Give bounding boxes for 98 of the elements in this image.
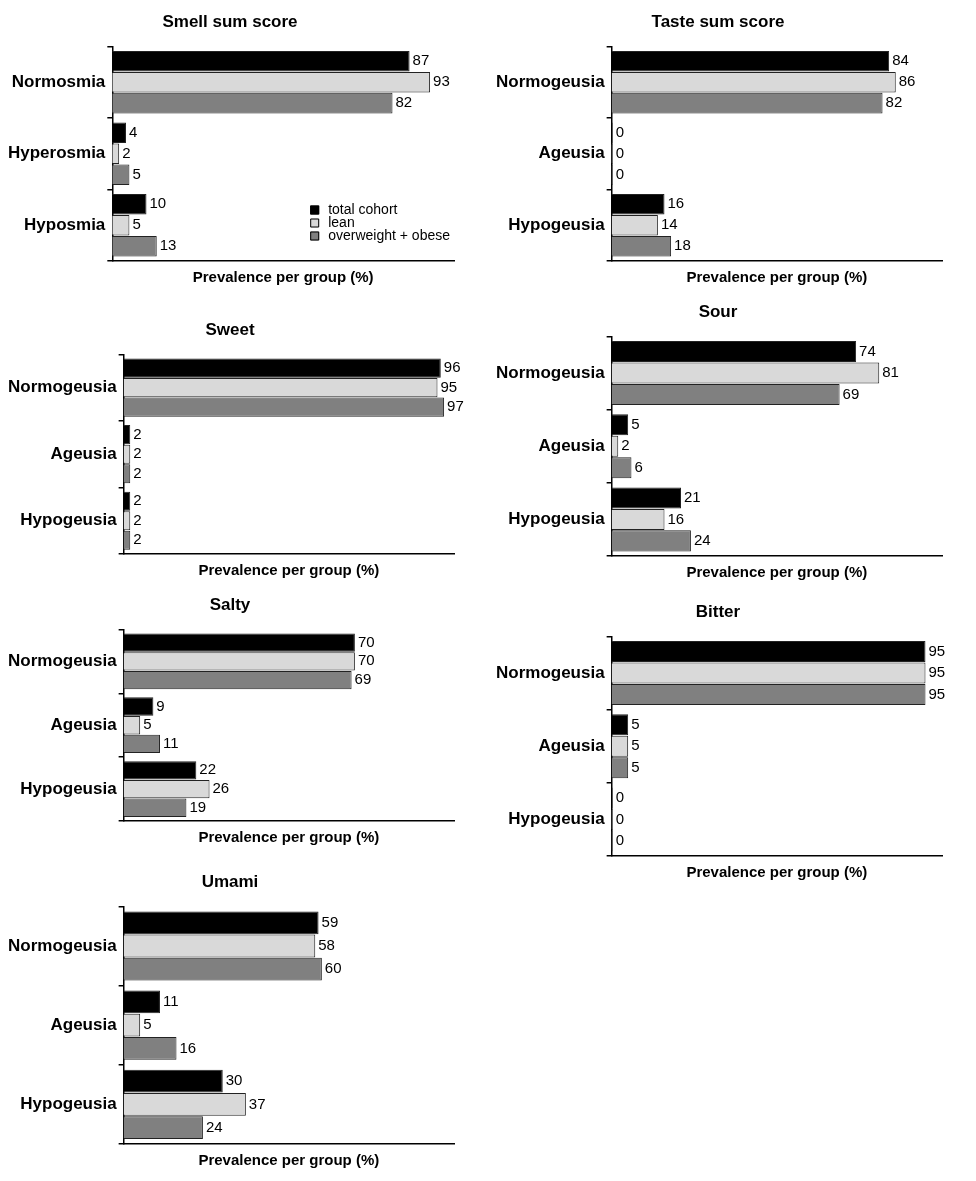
data-label: 2 — [621, 436, 630, 454]
chart-title: Umami — [201, 871, 259, 891]
chart-title: Taste sum score — [651, 11, 785, 31]
data-label: 82 — [885, 93, 903, 111]
data-label: 82 — [395, 93, 413, 111]
y-tick-label: Normogeusia — [495, 362, 606, 382]
data-label: 24 — [205, 1117, 223, 1135]
y-tick-label: Hypogeusia — [20, 778, 118, 798]
chart-title: Sweet — [205, 319, 255, 339]
data-label: 5 — [143, 715, 152, 733]
data-label: 96 — [443, 358, 461, 376]
data-label: 5 — [631, 736, 640, 754]
data-label: 5 — [631, 757, 640, 775]
y-tick-label: Ageusia — [50, 443, 118, 463]
data-label: 74 — [859, 341, 876, 359]
data-label: 95 — [928, 641, 946, 659]
data-label: 9 — [156, 696, 165, 714]
data-label: 21 — [684, 488, 701, 506]
data-label: 16 — [667, 194, 685, 212]
y-tick-label: Hypogeusia — [20, 510, 118, 530]
data-label: 58 — [318, 936, 335, 954]
data-label: 4 — [128, 122, 138, 140]
data-label: 5 — [143, 1015, 152, 1033]
y-tick-label: Hypogeusia — [20, 1094, 118, 1114]
y-tick-label: Normogeusia — [7, 651, 118, 671]
data-label: 14 — [660, 215, 678, 233]
data-label: 0 — [615, 164, 624, 182]
y-tick-label: Hyposmia — [24, 214, 106, 234]
data-label: 84 — [892, 51, 909, 69]
x-axis-title: Prevalence per group (%) — [686, 863, 868, 881]
data-label: 81 — [882, 363, 899, 381]
data-label: 5 — [132, 215, 141, 233]
data-label: 95 — [928, 663, 946, 681]
data-label: 87 — [412, 51, 430, 69]
data-label: 5 — [631, 714, 640, 732]
data-label: 6 — [634, 457, 643, 475]
data-label: 0 — [615, 809, 624, 827]
data-label: 13 — [159, 236, 177, 254]
y-tick-label: Ageusia — [50, 714, 118, 734]
data-label: 69 — [354, 670, 372, 688]
data-label: 2 — [133, 444, 142, 462]
data-label: 2 — [133, 491, 142, 509]
data-label: 26 — [212, 779, 230, 797]
data-label: 2 — [133, 463, 142, 481]
data-label: 19 — [189, 797, 207, 815]
y-tick-label: Ageusia — [538, 735, 606, 755]
data-label: 97 — [447, 397, 464, 415]
data-label: 37 — [248, 1094, 266, 1112]
data-label: 24 — [693, 531, 711, 549]
y-tick-label: Hypogeusia — [508, 809, 606, 829]
y-tick-label: Normogeusia — [495, 71, 606, 91]
data-label: 2 — [122, 143, 131, 161]
data-label: 95 — [440, 377, 458, 395]
data-label: 10 — [149, 194, 167, 212]
data-label: 95 — [928, 684, 946, 702]
data-label: 11 — [162, 734, 179, 752]
y-tick-label: Hypogeusia — [508, 509, 606, 529]
chart-title: Bitter — [695, 601, 741, 621]
x-axis-title: Prevalence per group (%) — [686, 268, 868, 286]
y-tick-label: Hyperosmia — [7, 143, 106, 163]
y-tick-label: Hypogeusia — [508, 214, 606, 234]
chart-title: Smell sum score — [162, 11, 298, 31]
chart-title: Sour — [698, 301, 738, 321]
y-tick-label: Ageusia — [50, 1014, 118, 1034]
data-label: 0 — [615, 831, 624, 849]
data-label: 18 — [674, 236, 691, 254]
chart-title: Salty — [209, 594, 251, 614]
data-label: 2 — [133, 530, 142, 548]
data-label: 70 — [357, 632, 375, 650]
y-tick-label: Normogeusia — [495, 662, 606, 682]
y-tick-label: Ageusia — [538, 435, 606, 455]
data-label: 60 — [324, 959, 342, 977]
data-label: 16 — [179, 1038, 197, 1056]
data-label: 0 — [615, 788, 624, 806]
y-tick-label: Normogeusia — [7, 935, 118, 955]
data-label: 70 — [357, 651, 375, 669]
data-label: 0 — [615, 143, 624, 161]
y-tick-label: Normosmia — [11, 71, 106, 91]
data-label: 22 — [199, 760, 216, 778]
x-axis-title: Prevalence per group (%) — [198, 828, 380, 846]
data-label: 11 — [162, 992, 179, 1010]
x-axis-title: Prevalence per group (%) — [198, 561, 380, 579]
data-label: 2 — [133, 424, 142, 442]
data-label: 5 — [631, 414, 640, 432]
data-label: 5 — [132, 164, 141, 182]
x-axis-title: Prevalence per group (%) — [686, 563, 868, 581]
data-label: 30 — [225, 1071, 243, 1089]
x-axis-title: Prevalence per group (%) — [198, 1151, 380, 1169]
y-tick-label: Normogeusia — [7, 377, 118, 397]
data-label: 16 — [667, 509, 685, 527]
x-axis-title: Prevalence per group (%) — [192, 268, 374, 286]
data-label: 2 — [133, 510, 142, 528]
data-label: 59 — [321, 912, 339, 930]
data-label: 69 — [842, 384, 860, 402]
data-label: 86 — [898, 72, 916, 90]
data-label: 93 — [433, 72, 450, 90]
y-tick-label: Ageusia — [538, 143, 606, 163]
data-label: 0 — [615, 122, 624, 140]
